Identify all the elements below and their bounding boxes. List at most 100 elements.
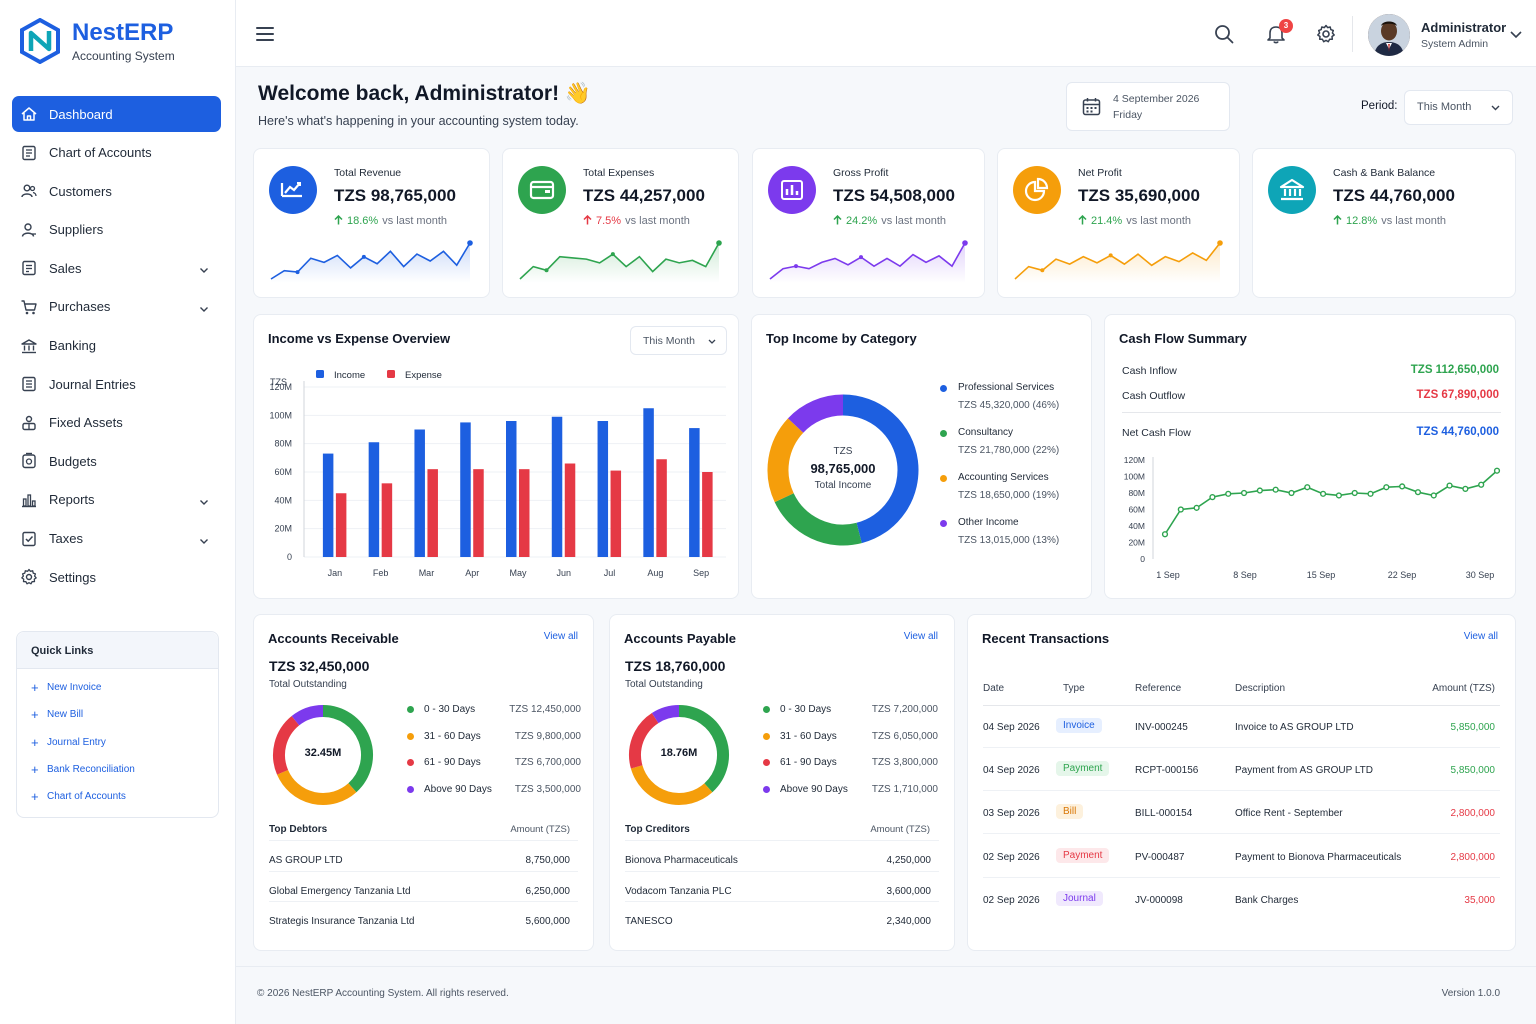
avatar[interactable] — [1368, 14, 1410, 56]
aging-bucket-amount: TZS 3,500,000 — [514, 784, 581, 796]
chevron-down-icon — [199, 534, 209, 544]
income-expense-filter-value: This Month — [643, 335, 695, 347]
x-tick-label: Jan — [328, 568, 343, 578]
reports-icon — [20, 491, 38, 509]
income-expense-filter[interactable]: This Month — [630, 326, 727, 355]
quick-link[interactable]: + New Bill — [17, 701, 218, 728]
period-select[interactable]: This Month — [1404, 90, 1513, 125]
sidebar-item-sales[interactable]: Sales — [12, 250, 221, 286]
tx-amount: 2,800,000 — [1450, 808, 1496, 820]
kpi-card-cash-bank-balance[interactable]: Cash & Bank Balance TZS 44,760,000 12.8% vs… — [1252, 148, 1516, 298]
donut-center-unit: TZS — [833, 446, 853, 457]
tx-date: 04 Sep 2026 — [983, 765, 1040, 777]
net-cash-flow-label: Net Cash Flow — [1122, 427, 1191, 439]
payable-view-all-link[interactable]: View all — [903, 631, 938, 642]
tx-date: 04 Sep 2026 — [983, 722, 1040, 733]
net-cash-flow-value: TZS 44,760,000 — [1416, 426, 1499, 438]
donut-segment — [629, 712, 659, 769]
sparkline-point — [544, 268, 549, 273]
quick-link[interactable]: + Journal Entry — [17, 729, 218, 756]
x-tick-label: Sep — [693, 568, 709, 578]
data-point — [1367, 490, 1374, 497]
table-row[interactable]: 02 Sep 2026 Payment PV-000487 Payment to Bi… — [968, 843, 1515, 875]
sidebar-item-taxes[interactable]: Taxes — [12, 521, 221, 557]
sidebar-item-label: Fixed Assets — [49, 415, 123, 431]
top-income-donut — [767, 394, 919, 546]
column-header: Date — [983, 683, 1005, 694]
quick-link-label: Chart of Accounts — [47, 791, 126, 803]
quick-link[interactable]: + New Invoice — [17, 674, 218, 701]
sidebar-item-dashboard[interactable]: Dashboard — [12, 96, 221, 132]
tx-description: Invoice to AS GROUP LTD — [1235, 722, 1354, 733]
sidebar-item-suppliers[interactable]: Suppliers — [12, 212, 221, 248]
sidebar-item-label: Budgets — [49, 453, 97, 469]
table-row[interactable]: Strategis Insurance Tanzania Ltd 5,600,00… — [269, 908, 570, 928]
party-name: AS GROUP LTD — [269, 855, 343, 866]
legend-dot — [763, 706, 770, 713]
user-menu-chevron-icon[interactable] — [1510, 31, 1522, 39]
data-point — [1272, 486, 1279, 493]
table-row[interactable]: 04 Sep 2026 Invoice INV-000245 Invoice to A… — [968, 713, 1515, 745]
date-display[interactable]: 4 September 2026 Friday — [1066, 82, 1230, 131]
sidebar-item-banking[interactable]: Banking — [12, 328, 221, 364]
bell-icon[interactable] — [1266, 24, 1286, 44]
transactions-view-all-link[interactable]: View all — [1463, 631, 1498, 642]
column-header: Description — [1235, 683, 1286, 694]
sidebar-item-journal-entries[interactable]: Journal Entries — [12, 366, 221, 402]
top-income-title: Top Income by Category — [766, 331, 917, 346]
brand-logo[interactable]: NestERP Accounting System — [20, 18, 175, 64]
chevron-down-icon — [1491, 105, 1500, 111]
sparkline-area — [271, 243, 470, 283]
sidebar-item-budgets[interactable]: Budgets — [12, 443, 221, 479]
sidebar-item-fixed-assets[interactable]: Fixed Assets — [12, 405, 221, 441]
table-row[interactable]: Vodacom Tanzania PLC 3,600,000 — [625, 878, 931, 898]
table-row[interactable]: TANESCO 2,340,000 — [625, 908, 931, 928]
kpi-change-value: 21.4% — [1091, 215, 1123, 227]
sidebar-item-chart-of-accounts[interactable]: Chart of Accounts — [12, 135, 221, 171]
donut-segment — [291, 705, 324, 726]
donut-segment — [842, 394, 919, 544]
budget-icon — [20, 452, 38, 470]
kpi-value: TZS 98,765,000 — [334, 186, 456, 205]
kpi-card-total-revenue[interactable]: Total Revenue TZS 98,765,000 18.6% vs last … — [253, 148, 490, 298]
quick-link[interactable]: + Chart of Accounts — [17, 783, 218, 810]
menu-toggle-icon[interactable] — [256, 27, 274, 41]
user-photo-icon — [1368, 14, 1410, 56]
aging-bucket-amount: TZS 1,710,000 — [871, 784, 938, 796]
kpi-card-gross-profit[interactable]: Gross Profit TZS 54,508,000 24.2% vs last m… — [752, 148, 985, 298]
kpi-card-net-profit[interactable]: Net Profit TZS 35,690,000 21.4% vs last mon… — [997, 148, 1240, 298]
data-point — [1446, 482, 1453, 489]
quick-link[interactable]: + Bank Reconciliation — [17, 756, 218, 783]
kpi-card-total-expenses[interactable]: Total Expenses TZS 44,257,000 7.5% vs last … — [502, 148, 739, 298]
table-row[interactable]: Global Emergency Tanzania Ltd 6,250,000 — [269, 878, 570, 898]
data-point — [1240, 489, 1248, 497]
sidebar-item-settings[interactable]: Settings — [12, 559, 221, 595]
table-row[interactable]: AS GROUP LTD 8,750,000 — [269, 847, 570, 867]
sidebar-item-purchases[interactable]: Purchases — [12, 289, 221, 325]
quick-links-title: Quick Links — [17, 632, 218, 669]
tx-reference: BILL-000154 — [1135, 808, 1193, 820]
cash-flow-card: Cash Flow Summary Cash Inflow TZS 112,65… — [1104, 314, 1516, 599]
x-tick-label: May — [509, 568, 527, 578]
bar-income — [322, 453, 334, 557]
search-icon[interactable] — [1214, 24, 1234, 44]
ledger-icon — [20, 144, 38, 162]
table-row[interactable]: 04 Sep 2026 Payment RCPT-000156 Payment fro… — [968, 756, 1515, 788]
sidebar-item-customers[interactable]: Customers — [12, 173, 221, 209]
sidebar-item-reports[interactable]: Reports — [12, 482, 221, 518]
taxes-icon — [20, 530, 38, 548]
y-tick-label: 60M — [274, 467, 292, 477]
wallet-icon — [518, 166, 566, 214]
tx-amount: 35,000 — [1464, 894, 1495, 906]
receivable-view-all-link[interactable]: View all — [543, 631, 578, 642]
sidebar-item-label: Reports — [49, 492, 95, 508]
donut-segment — [767, 418, 804, 503]
plus-icon: + — [31, 789, 39, 805]
table-row[interactable]: 02 Sep 2026 Journal JV-000098 Bank Charges 3… — [968, 886, 1515, 918]
user-name[interactable]: Administrator — [1421, 20, 1507, 35]
table-row[interactable]: Bionova Pharmaceuticals 4,250,000 — [625, 847, 931, 867]
gear-icon[interactable] — [1316, 24, 1336, 44]
data-point — [1193, 504, 1200, 511]
table-row[interactable]: 03 Sep 2026 Bill BILL-000154 Office Rent - … — [968, 799, 1515, 831]
legend-dot — [763, 786, 770, 794]
